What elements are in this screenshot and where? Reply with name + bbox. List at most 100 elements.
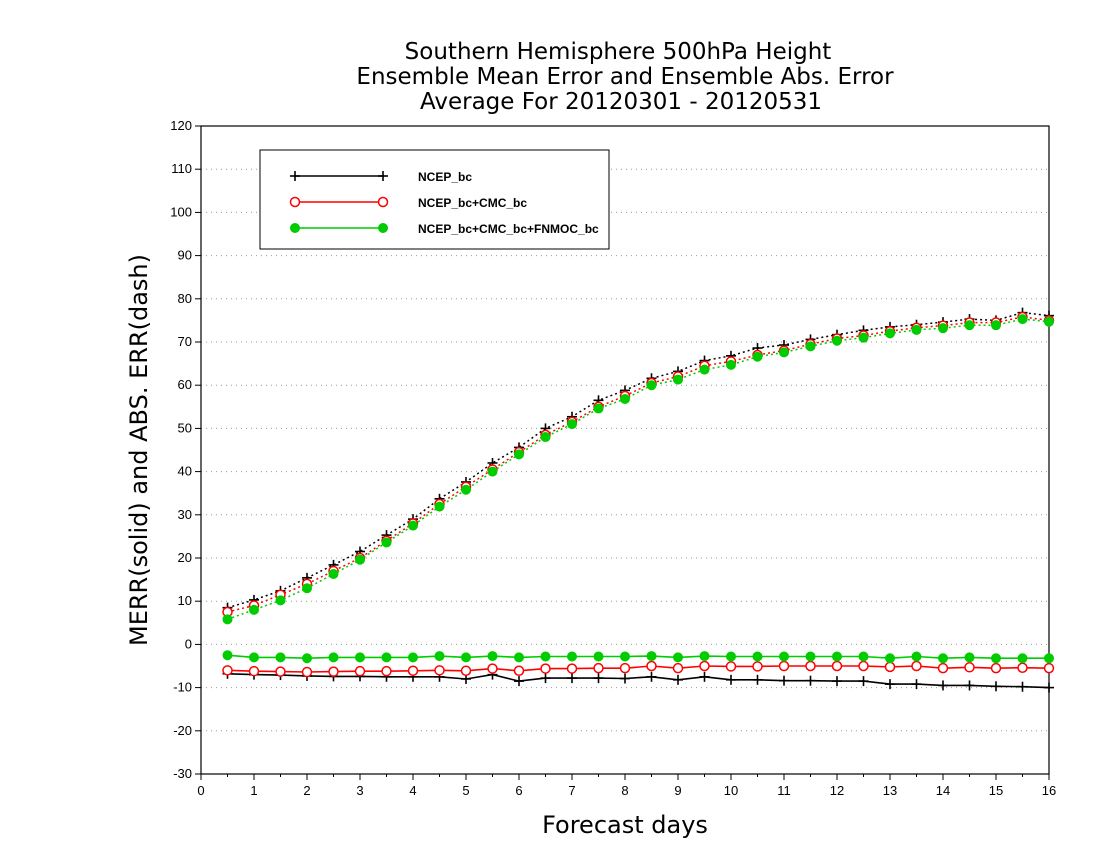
merr-point [991, 681, 1001, 692]
x-tick-label: 4 [409, 783, 416, 798]
abs-err-point [461, 484, 471, 495]
merr-point [540, 651, 551, 662]
abs-err-point [514, 449, 524, 460]
abs-err-point [593, 403, 604, 414]
merr-point [1017, 662, 1028, 673]
merr-point [593, 673, 604, 684]
merr-point [381, 652, 392, 663]
merr-point [566, 663, 578, 674]
merr-point [514, 676, 524, 687]
y-tick-label: -20 [173, 723, 192, 738]
x-tick-label: 9 [674, 783, 681, 798]
merr-point [673, 674, 683, 685]
legend-label: NCEP_bc+CMC_bc [418, 196, 527, 210]
merr-point [805, 651, 816, 662]
y-tick-label: -10 [173, 680, 192, 695]
abs-err-point [938, 323, 948, 334]
abs-err-point [434, 501, 445, 512]
merr-point [778, 660, 790, 672]
x-tick-label: 12 [830, 783, 844, 798]
x-tick-label: 7 [568, 783, 575, 798]
abs-err-point [1044, 316, 1054, 327]
abs-err-line-ncep-bc [227, 311, 1050, 609]
legend: NCEP_bc NCEP_bc+CMC_bc NCEP_bc+CMC_bc+FNMO… [259, 149, 610, 250]
merr-point [699, 651, 710, 662]
merr-point [938, 680, 948, 691]
x-tick-label: 6 [515, 783, 522, 798]
merr-point [513, 665, 525, 677]
merr-point [593, 662, 604, 674]
chart-title-line-3: Average For 20120301 - 20120531 [420, 89, 822, 115]
y-axis-ticks: -30 -20 -10 0 10 20 30 40 50 60 70 80 90 100 110 120 [170, 118, 201, 781]
abs-err-point [779, 347, 789, 358]
merr-point [964, 662, 975, 673]
merr-point [779, 651, 789, 662]
merr-point [461, 652, 471, 663]
merr-line-ncep-bc-cmc-bc [227, 665, 1050, 673]
merr-line-ncep-bc [227, 673, 1050, 689]
legend-label: NCEP_bc [418, 170, 472, 184]
y-tick-label: 50 [178, 420, 192, 435]
x-tick-label: 0 [197, 783, 204, 798]
merr-point [964, 680, 975, 691]
merr-point [831, 660, 843, 672]
x-tick-label: 10 [724, 783, 738, 798]
merr-point [858, 676, 869, 687]
abs-err-point [673, 374, 683, 385]
x-tick-label: 5 [462, 783, 469, 798]
merr-point [673, 652, 683, 663]
merr-point [805, 675, 816, 686]
abs-err-point [991, 320, 1001, 331]
abs-err-point [275, 595, 286, 606]
legend-marker [378, 171, 388, 181]
x-axis-label: Forecast days [542, 811, 708, 839]
abs-err-point [832, 335, 842, 346]
x-tick-label: 2 [303, 783, 310, 798]
y-tick-label: 100 [170, 204, 192, 219]
merr-point [990, 662, 1002, 674]
merr-point [540, 663, 551, 674]
merr-point [328, 652, 339, 663]
merr-point [911, 660, 922, 672]
abs-err-point [885, 328, 895, 339]
merr-point [328, 666, 339, 677]
x-tick-label: 16 [1042, 783, 1056, 798]
y-axis-label: MERR(solid) and ABS. ERR(dash) [125, 254, 153, 646]
chart-title-line-1: Southern Hemisphere 500hPa Height [405, 39, 832, 65]
series-ncep-bc [222, 307, 1054, 693]
merr-point [726, 674, 736, 685]
merr-point [540, 673, 551, 684]
y-tick-label: 30 [178, 507, 192, 522]
y-tick-label: 90 [178, 248, 192, 263]
abs-err-line-ncep-bc-cmc-bc [227, 316, 1050, 613]
series-ncep-bc-cmc-bc-fnmoc-bc [222, 314, 1054, 664]
y-tick-label: 40 [178, 464, 192, 479]
legend-box [259, 149, 610, 250]
chart-title-line-2: Ensemble Mean Error and Ensemble Abs. Er… [356, 64, 894, 90]
merr-point [302, 653, 312, 664]
x-tick-label: 1 [250, 783, 257, 798]
y-tick-label: 120 [170, 118, 192, 133]
x-tick-label: 13 [883, 783, 897, 798]
merr-point [805, 660, 816, 672]
merr-point [858, 660, 869, 672]
merr-line-ncep-bc-cmc-bc-fnmoc-bc [227, 654, 1049, 660]
abs-err-point [858, 332, 869, 343]
abs-err-line-ncep-bc-cmc-bc-fnmoc-bc [227, 318, 1050, 621]
merr-point [619, 662, 631, 674]
merr-point [567, 673, 577, 684]
y-tick-label: 20 [178, 550, 192, 565]
merr-point [699, 671, 710, 682]
y-tick-label: 110 [171, 161, 192, 176]
merr-point [911, 679, 922, 690]
abs-err-point [646, 380, 657, 391]
merr-point [248, 665, 260, 677]
legend-entry-ncep-bc-cmc-bc-fnmoc-bc: NCEP_bc+CMC_bc+FNMOC_bc [290, 222, 599, 236]
legend-marker [289, 196, 301, 208]
merr-point [249, 652, 259, 663]
merr-point [487, 663, 498, 674]
merr-point [646, 660, 657, 672]
legend-label: NCEP_bc+CMC_bc+FNMOC_bc [418, 222, 599, 236]
y-tick-label: 60 [178, 377, 192, 392]
legend-marker [290, 171, 300, 181]
